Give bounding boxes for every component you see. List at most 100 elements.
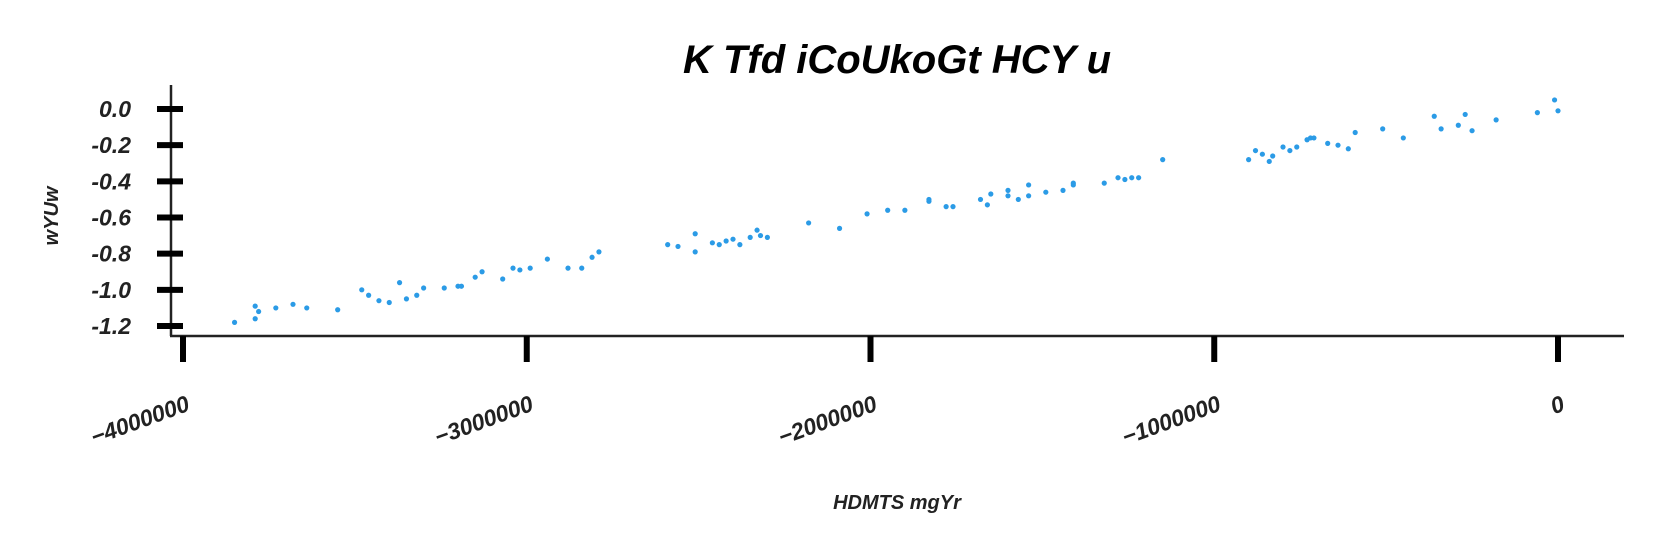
data-point [1101, 180, 1107, 186]
data-point [1136, 175, 1142, 181]
data-point [864, 211, 870, 217]
data-point [1026, 182, 1032, 188]
data-point [885, 207, 891, 213]
data-point [335, 307, 341, 313]
data-point [943, 204, 949, 210]
data-point [1252, 147, 1259, 154]
y-tick-label: -0.4 [91, 168, 131, 194]
data-point [403, 296, 410, 302]
data-point [977, 196, 984, 203]
data-point [517, 267, 523, 273]
y-tick-label: -0.6 [91, 205, 131, 231]
data-point [396, 280, 403, 286]
data-point [359, 287, 365, 293]
data-point [1455, 122, 1461, 128]
data-point [692, 249, 698, 255]
data-point [544, 256, 550, 262]
data-point [1551, 97, 1558, 103]
data-point [1555, 108, 1561, 114]
data-point [1015, 196, 1021, 203]
data-point [376, 298, 382, 304]
data-point [716, 242, 722, 248]
data-point [472, 274, 478, 280]
x-tick-label: −1000000 [1118, 390, 1224, 450]
y-axis-ticks: 0.0 -0.2 -0.4 -0.6 -0.8 -1.0 -1.2 [91, 96, 183, 339]
data-point [1287, 147, 1293, 154]
data-point [527, 265, 533, 271]
data-point [1060, 187, 1066, 193]
data-point [579, 265, 585, 271]
scatter-points [231, 97, 1561, 325]
data-point [1160, 157, 1166, 163]
data-point [500, 276, 506, 282]
data-point [675, 243, 681, 250]
data-point [1400, 135, 1406, 141]
data-point [1005, 187, 1011, 193]
data-point [479, 269, 485, 275]
data-point [754, 227, 760, 233]
data-point [1115, 175, 1121, 181]
data-point [692, 231, 698, 237]
x-axis-label: HDMTS mgYr [833, 492, 962, 514]
data-point [1438, 126, 1444, 132]
data-point [273, 305, 279, 311]
y-tick-label: -1.0 [91, 277, 131, 303]
data-point [290, 301, 296, 307]
data-point [256, 308, 262, 315]
data-point [1070, 180, 1076, 186]
data-point [510, 265, 516, 271]
data-point [764, 234, 770, 240]
data-point [252, 316, 258, 322]
data-point [1345, 146, 1351, 152]
data-point [950, 204, 956, 210]
data-point [737, 242, 743, 248]
data-point [1129, 175, 1135, 181]
data-point [984, 202, 990, 208]
data-point [1493, 117, 1499, 123]
x-tick-label: 0 [1547, 390, 1568, 419]
data-point [1462, 111, 1468, 118]
data-point [458, 283, 465, 289]
data-point [747, 234, 753, 240]
data-point [565, 265, 571, 271]
data-point [730, 236, 736, 242]
y-tick-label: 0.0 [99, 96, 131, 122]
data-point [589, 254, 595, 260]
chart-title: K Tfd iCoUkoGt HCY u [683, 38, 1111, 82]
y-tick-label: -1.2 [91, 313, 131, 339]
data-point [806, 220, 812, 226]
data-point [1246, 157, 1252, 163]
data-point [1325, 140, 1331, 146]
data-point [1294, 144, 1300, 150]
data-point [1280, 144, 1286, 150]
data-point [231, 319, 238, 325]
data-point [757, 232, 764, 239]
data-point [1005, 193, 1011, 199]
x-tick-label: −4000000 [87, 390, 193, 450]
data-point [709, 240, 715, 246]
data-point [441, 285, 447, 291]
x-axis-ticks: −4000000 −3000000 −2000000 −1000000 0 [87, 336, 1568, 450]
data-point [1270, 153, 1276, 159]
y-tick-label: -0.8 [91, 241, 131, 267]
data-point [596, 249, 602, 255]
data-point [1026, 193, 1032, 199]
data-point [836, 225, 843, 231]
data-point [1380, 126, 1386, 132]
data-point [386, 299, 392, 306]
data-point [1311, 135, 1317, 141]
data-point [926, 196, 932, 203]
data-point [1335, 142, 1341, 148]
data-point [1266, 158, 1272, 165]
data-point [304, 305, 310, 311]
data-point [1352, 129, 1358, 136]
x-tick-label: −3000000 [431, 390, 537, 450]
data-point [421, 285, 427, 291]
data-point [1122, 176, 1128, 183]
data-point [723, 238, 729, 244]
data-point [366, 292, 372, 298]
y-tick-label: -0.2 [91, 132, 131, 158]
data-point [414, 292, 420, 298]
data-point [988, 191, 994, 197]
